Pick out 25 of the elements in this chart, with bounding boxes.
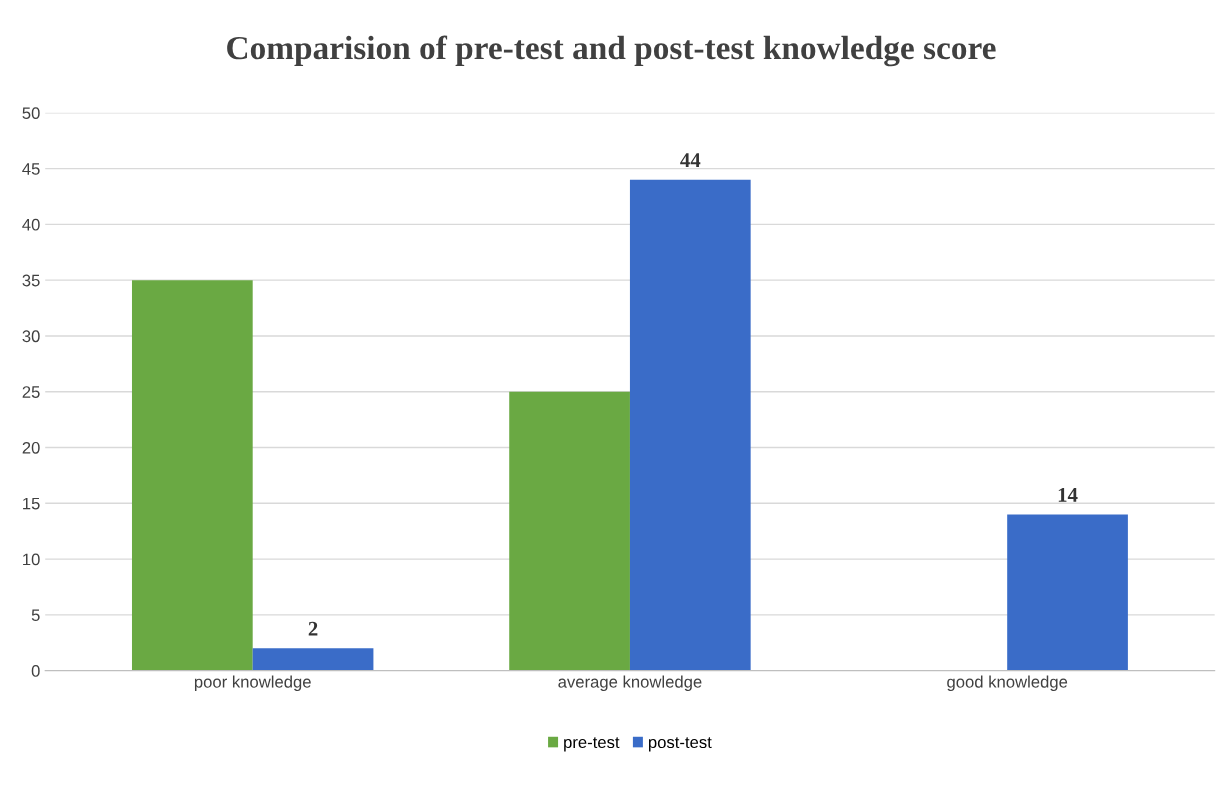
data-label: 14 xyxy=(1058,487,1078,502)
x-tick-label: poor knowledge xyxy=(194,675,311,692)
y-tick-label: 30 xyxy=(22,330,40,343)
data-label: 2 xyxy=(308,621,318,636)
bar xyxy=(252,648,374,671)
y-tick-label: 20 xyxy=(22,441,40,454)
bar xyxy=(629,179,751,671)
legend-label: post-test xyxy=(648,737,712,752)
y-tick-label: 0 xyxy=(31,665,40,677)
y-tick-label: 5 xyxy=(31,609,40,622)
y-tick-label: 15 xyxy=(23,497,40,510)
bar xyxy=(1007,514,1128,671)
y-tick-label: 45 xyxy=(22,163,40,175)
legend-label: pre-test xyxy=(564,737,620,752)
bar xyxy=(509,391,630,671)
data-label: 44 xyxy=(680,153,701,167)
y-tick-label: 50 xyxy=(22,107,40,120)
y-tick-label: 35 xyxy=(22,274,40,287)
y-tick-label: 40 xyxy=(22,218,40,231)
bar xyxy=(131,280,253,671)
x-tick-label: average knowledge xyxy=(558,675,702,692)
y-tick-label: 25 xyxy=(22,386,40,398)
x-tick-label: good knowledge xyxy=(947,675,1068,692)
y-tick-label: 10 xyxy=(23,553,40,566)
chart-title: Comparision of pre-test and post-test knowledge score xyxy=(227,35,996,67)
